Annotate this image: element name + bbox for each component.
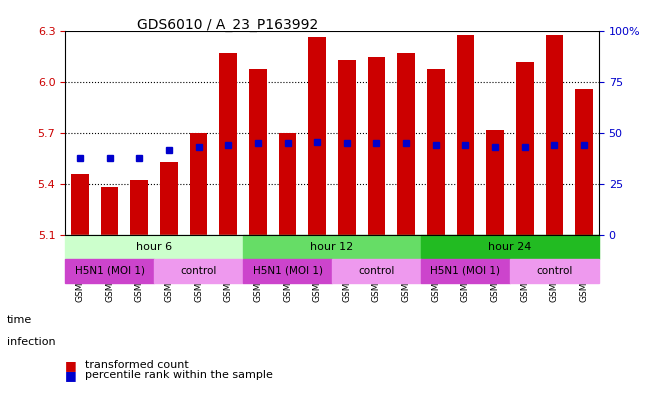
Text: hour 6: hour 6 xyxy=(136,242,172,252)
Text: H5N1 (MOI 1): H5N1 (MOI 1) xyxy=(75,266,145,276)
Bar xyxy=(486,130,504,235)
Bar xyxy=(279,133,296,235)
Bar xyxy=(219,53,237,235)
Bar xyxy=(516,62,534,235)
Bar xyxy=(130,180,148,235)
Bar xyxy=(427,69,445,235)
Text: infection: infection xyxy=(7,337,55,347)
Bar xyxy=(154,259,243,283)
Bar xyxy=(332,259,421,283)
Bar xyxy=(421,235,599,259)
Bar xyxy=(65,235,243,259)
Text: control: control xyxy=(180,266,217,276)
Text: ■: ■ xyxy=(65,369,77,382)
Text: control: control xyxy=(536,266,573,276)
Bar xyxy=(65,259,154,283)
Bar xyxy=(243,235,421,259)
Bar xyxy=(71,174,89,235)
Bar xyxy=(575,89,593,235)
Text: hour 12: hour 12 xyxy=(311,242,353,252)
Text: transformed count: transformed count xyxy=(85,360,188,371)
Bar xyxy=(338,60,355,235)
Text: control: control xyxy=(358,266,395,276)
Bar xyxy=(421,259,510,283)
Text: hour 24: hour 24 xyxy=(488,242,532,252)
Bar xyxy=(456,35,475,235)
Bar xyxy=(249,69,267,235)
Bar xyxy=(160,162,178,235)
Bar xyxy=(510,259,599,283)
Text: percentile rank within the sample: percentile rank within the sample xyxy=(85,370,273,380)
Bar xyxy=(189,133,208,235)
Text: GDS6010 / A_23_P163992: GDS6010 / A_23_P163992 xyxy=(137,18,318,32)
Text: H5N1 (MOI 1): H5N1 (MOI 1) xyxy=(430,266,501,276)
Bar xyxy=(546,35,563,235)
Text: time: time xyxy=(7,315,32,325)
Bar xyxy=(243,259,332,283)
Bar xyxy=(309,37,326,235)
Bar xyxy=(101,187,118,235)
Text: H5N1 (MOI 1): H5N1 (MOI 1) xyxy=(253,266,322,276)
Text: ■: ■ xyxy=(65,359,77,372)
Bar xyxy=(397,53,415,235)
Bar xyxy=(368,57,385,235)
